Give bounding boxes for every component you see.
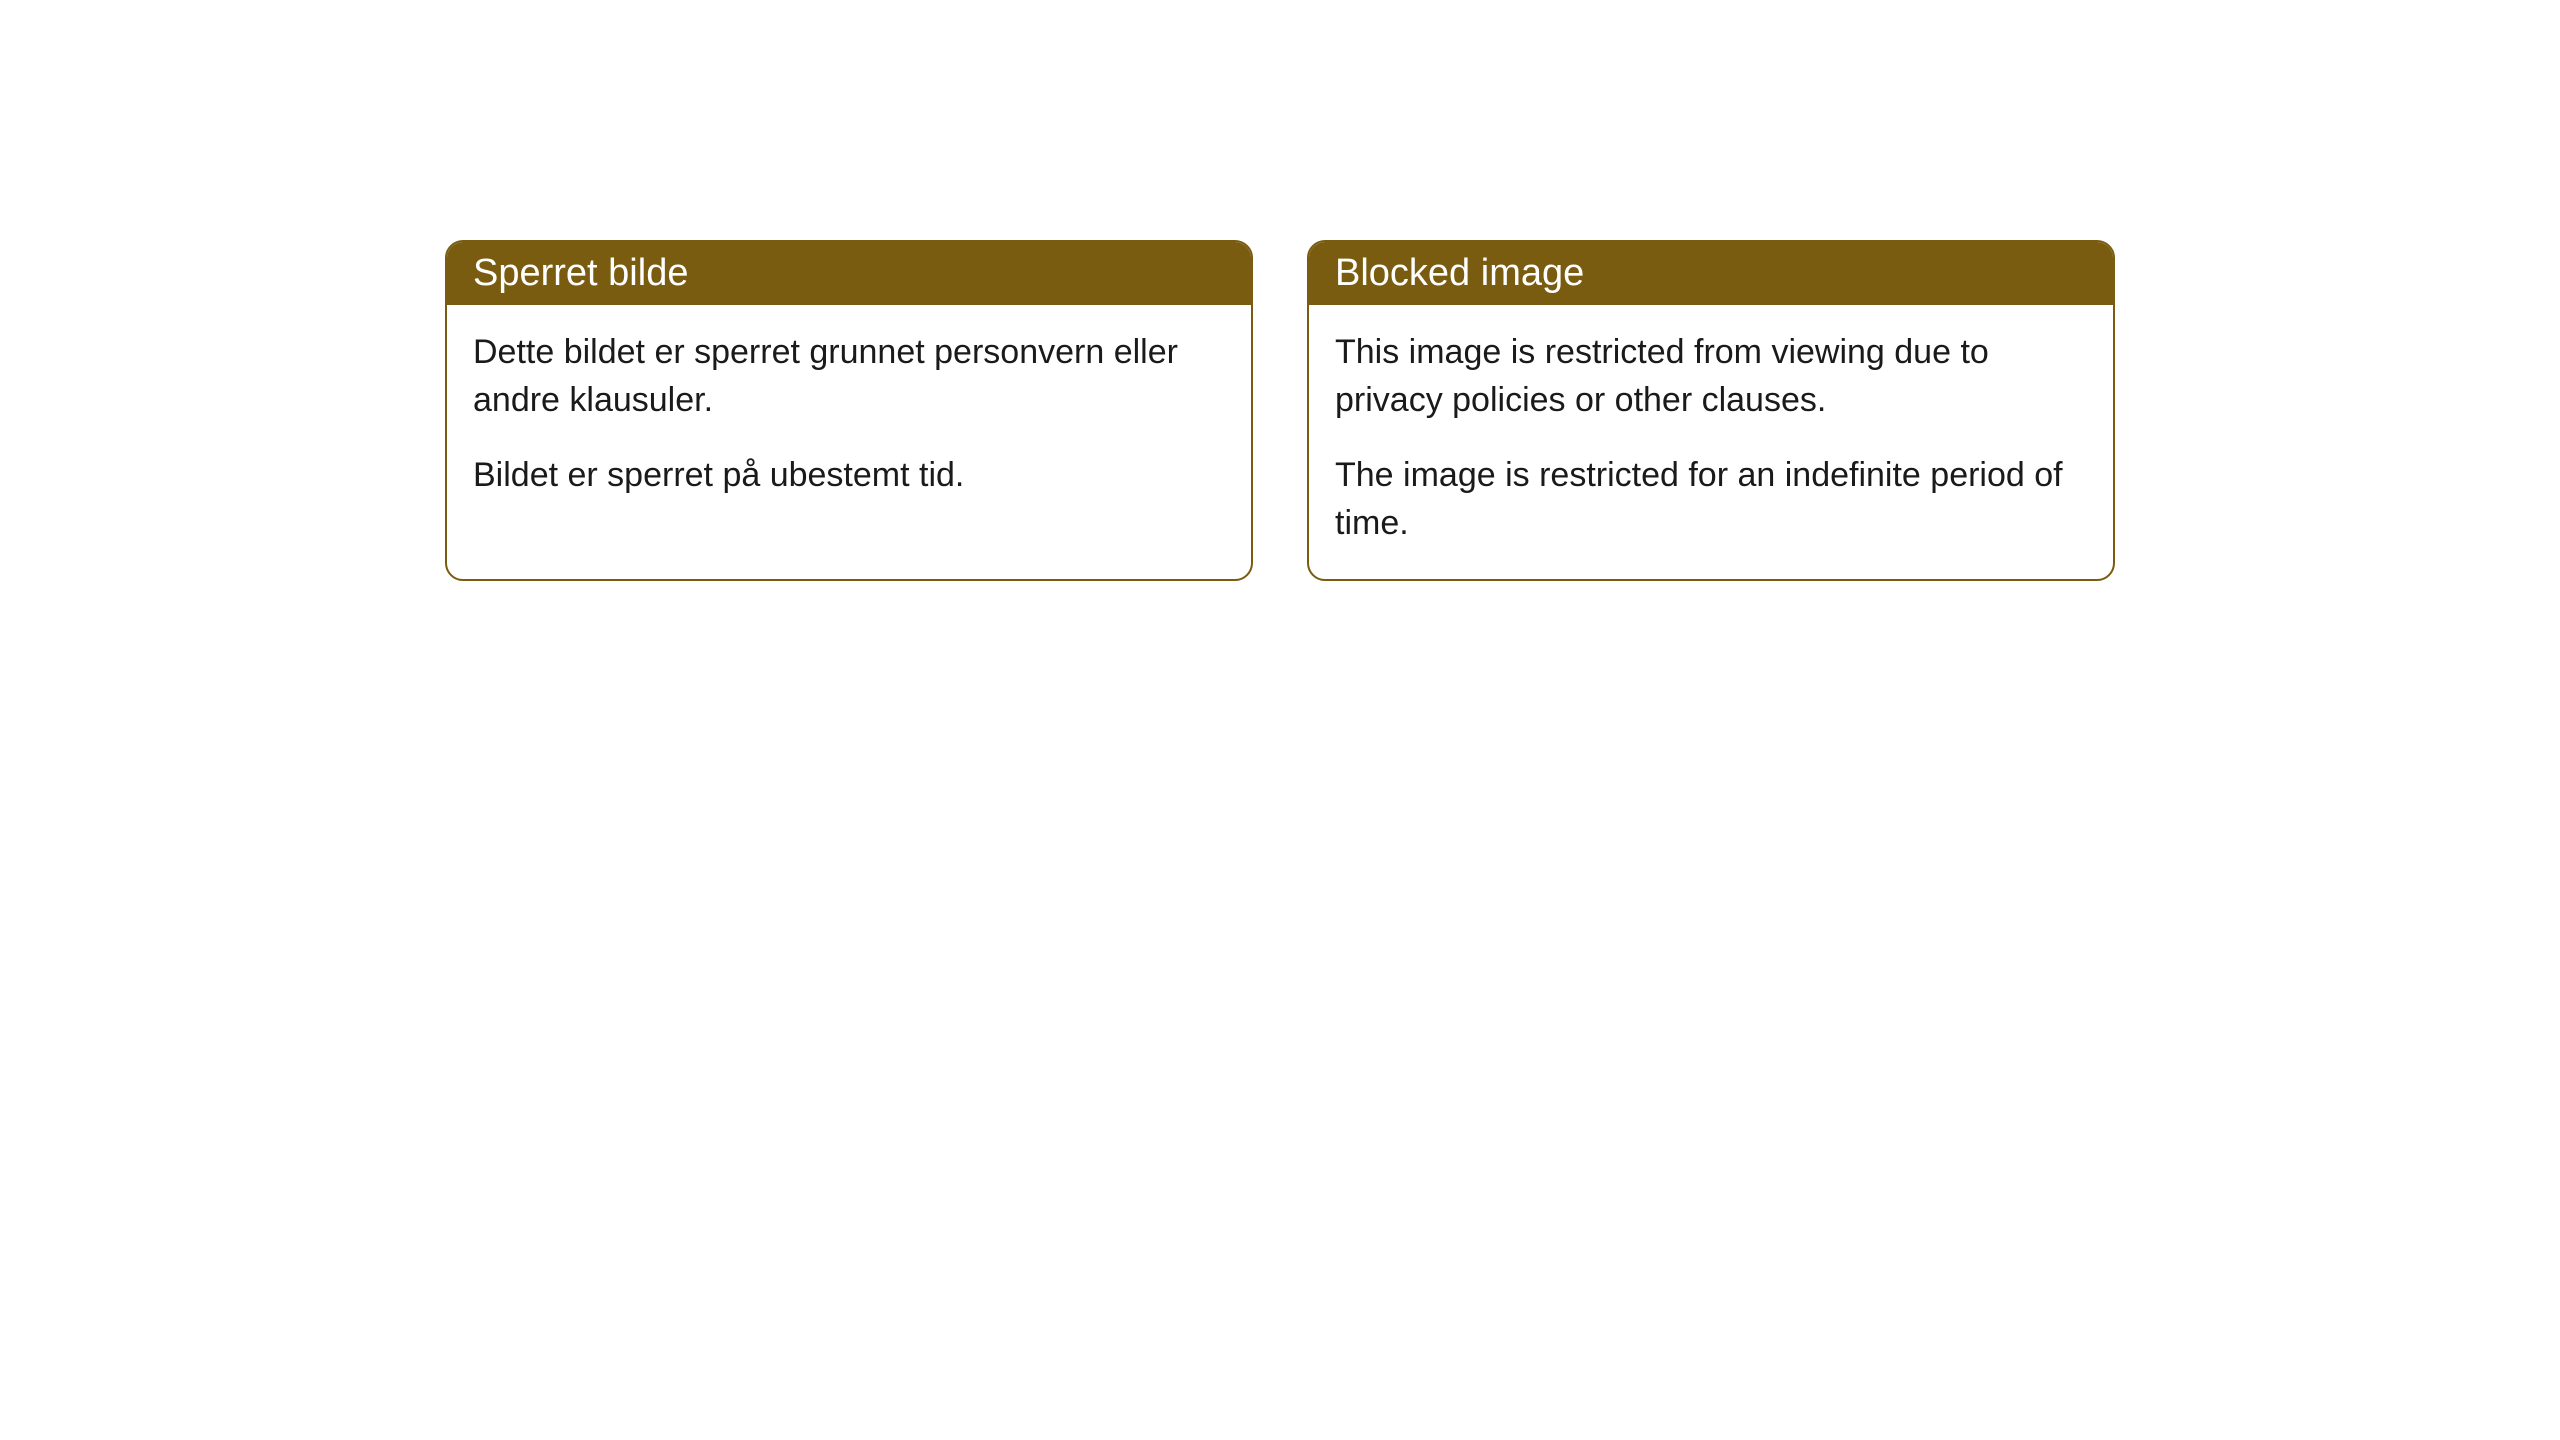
card-header-english: Blocked image [1309, 242, 2113, 305]
card-paragraph-1-english: This image is restricted from viewing du… [1335, 329, 2087, 424]
card-body-norwegian: Dette bildet er sperret grunnet personve… [447, 305, 1251, 532]
card-body-english: This image is restricted from viewing du… [1309, 305, 2113, 579]
card-paragraph-2-norwegian: Bildet er sperret på ubestemt tid. [473, 452, 1225, 500]
card-paragraph-1-norwegian: Dette bildet er sperret grunnet personve… [473, 329, 1225, 424]
card-norwegian: Sperret bilde Dette bildet er sperret gr… [445, 240, 1253, 581]
card-english: Blocked image This image is restricted f… [1307, 240, 2115, 581]
card-title-english: Blocked image [1335, 252, 1584, 294]
card-paragraph-2-english: The image is restricted for an indefinit… [1335, 452, 2087, 547]
card-title-norwegian: Sperret bilde [473, 252, 688, 294]
card-header-norwegian: Sperret bilde [447, 242, 1251, 305]
cards-container: Sperret bilde Dette bildet er sperret gr… [0, 240, 2560, 581]
